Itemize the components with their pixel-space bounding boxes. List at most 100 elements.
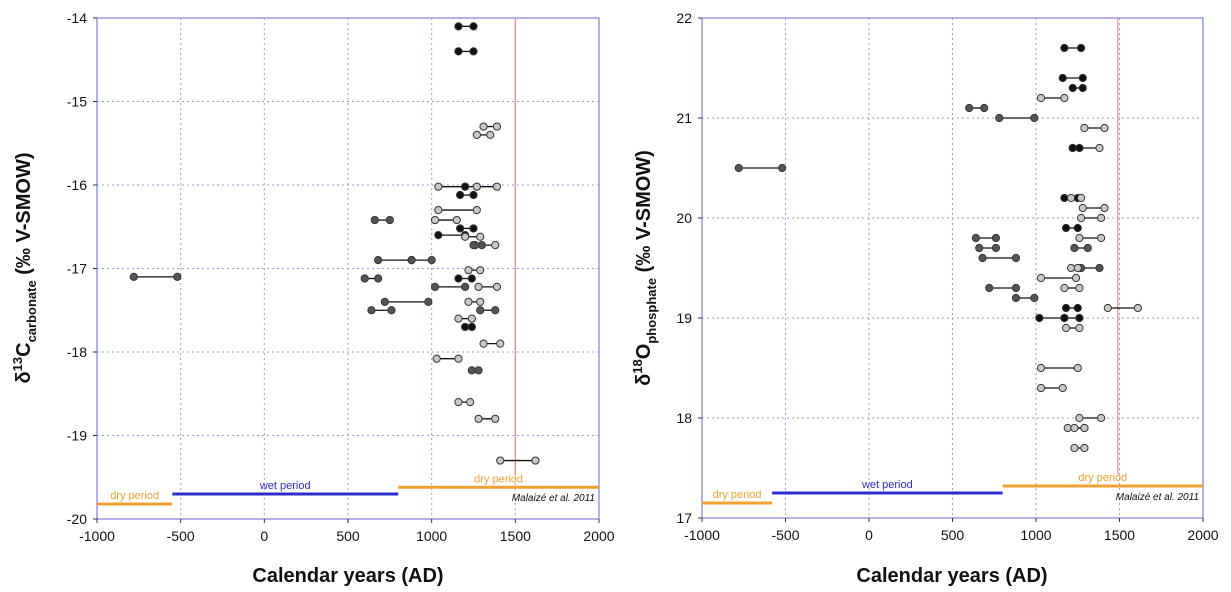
interval-start-point [464,297,473,306]
interval-end-point [476,266,485,275]
period-bars: dry period wet period dry period [97,473,599,506]
interval-start-point [1078,203,1087,213]
interval-end-point [991,233,1001,243]
interval-start-point [1035,313,1044,323]
interval-end-point [1071,273,1081,283]
interval-end-point [1097,213,1106,223]
y-tick-label: -14 [67,10,87,26]
carbonate-panel: dry period wet period dry period Malaizé e… [10,10,615,587]
x-axis-ticks: -1000 -500 0 500 1000 1500 2000 [684,518,1219,543]
interval-start-point [1070,243,1079,253]
interval-end-point [1073,223,1082,233]
citation-label: Malaizé et al. 2011 [1116,492,1199,503]
interval-end-point [1078,73,1087,83]
interval-start-point [975,243,984,253]
interval-start-point [472,130,481,139]
interval-start-point [461,232,470,241]
interval-end-point [466,398,475,407]
interval-start-point [434,231,443,240]
interval-start-point [454,274,463,283]
interval-end-point [476,232,485,241]
interval-end-point [492,282,502,291]
interval-start-point [454,47,463,56]
interval-start-point [965,103,974,113]
interval-start-point [456,224,465,233]
interval-end-point [452,215,461,225]
interval-end-point [387,306,396,315]
x-tick-label: -500 [771,527,799,543]
data-intervals [129,22,540,465]
interval-start-point [469,241,478,250]
period-label: dry period [713,489,762,501]
y-tick-label: -16 [67,177,87,193]
citation-label: Malaizé et al. 2011 [512,493,595,504]
interval-start-point [734,163,743,173]
y-axis-ticks: 17 18 19 20 21 22 [676,10,702,526]
interval-start-point [1060,193,1069,203]
interval-end-point [1011,253,1021,263]
interval-end-point [1075,323,1084,333]
y-axis-title-suffix: (‰ V-SMOW) [13,153,35,281]
interval-start-point [1036,363,1046,373]
interval-start-point [1058,73,1067,83]
interval-end-point [496,339,505,348]
interval-end-point [1073,263,1082,273]
x-tick-label: 500 [336,528,360,544]
interval-end-point [476,297,485,306]
interval-start-point [380,297,389,306]
interval-end-point [1030,113,1039,123]
interval-start-point [995,113,1004,123]
interval-start-point [1075,413,1084,423]
interval-end-point [491,306,500,315]
x-tick-label: 2000 [1187,527,1218,543]
interval-start-point [1036,383,1046,393]
interval-start-point [1066,193,1076,203]
interval-start-point [430,215,440,225]
y-axis-title: δ13Ccarbonate (‰ V-SMOW) [10,153,39,384]
interval-end-point [1078,83,1087,93]
interval-start-point [454,22,463,31]
interval-start-point [461,182,470,191]
y-axis-title-element: C [13,342,35,356]
x-tick-label: 2000 [583,528,614,544]
x-tick-label: 0 [260,528,268,544]
interval-start-point [1061,223,1071,233]
x-axis-ticks: -1000 -500 0 500 1000 1500 2000 [79,519,615,544]
y-tick-label: 19 [676,310,692,326]
interval-start-point [374,256,383,265]
interval-end-point [467,322,476,332]
interval-end-point [1060,93,1069,103]
interval-end-point [1075,143,1084,153]
y-axis-title-element: O [633,344,655,360]
y-axis-title: δ18Ophosphate (‰ V-SMOW) [630,150,659,386]
interval-end-point [469,190,478,200]
interval-end-point [991,243,1001,253]
interval-start-point [1036,93,1046,103]
y-axis-ticks: -20 -19 -18 -17 -16 -15 -14 [67,10,97,527]
period-label: dry period [474,473,523,485]
interval-end-point [469,22,478,31]
y-tick-label: 17 [676,510,692,526]
interval-start-point [1011,293,1021,303]
interval-start-point [432,354,441,363]
interval-end-point [385,215,394,225]
interval-end-point [1058,383,1067,393]
interval-start-point [1070,443,1079,453]
phosphate-panel: dry period wet period dry period Malaizé e… [630,10,1219,587]
interval-start-point [1036,273,1046,283]
interval-end-point [1083,243,1092,253]
x-tick-label: 0 [865,527,873,543]
interval-end-point [1075,283,1084,293]
interval-end-point [1100,123,1109,133]
interval-start-point [474,282,483,291]
interval-end-point [1097,233,1106,243]
interval-end-point [472,205,481,215]
interval-start-point [1068,143,1077,153]
y-tick-label: 18 [676,410,692,426]
gridlines [97,18,599,519]
interval-start-point [464,266,473,275]
x-tick-label: 1500 [500,528,531,544]
interval-start-point [1063,423,1072,433]
interval-start-point [434,182,443,191]
